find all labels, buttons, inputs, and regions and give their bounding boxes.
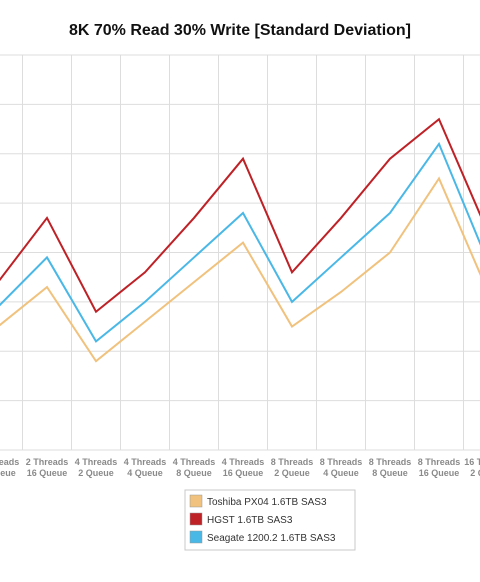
x-tick-label: 8 Threads 16 Queue [418, 457, 461, 478]
legend-swatch [189, 530, 203, 544]
legend-entry: Seagate 1200.2 1.6TB SAS3 [207, 533, 336, 544]
chart-title: 8K 70% Read 30% Write [Standard Deviatio… [69, 22, 411, 39]
legend-swatch [189, 512, 203, 526]
series-line [0, 176, 480, 363]
x-tick-label: 8 Threads 8 Queue [369, 457, 412, 478]
x-tick-label: 4 Threads 16 Queue [222, 457, 265, 478]
grid-lines [0, 54, 480, 451]
x-tick-label: 8 Threads 4 Queue [320, 457, 363, 478]
series-lines [0, 117, 480, 363]
x-tick-label: 2 Threads 16 Queue [26, 457, 69, 478]
legend-swatch [189, 494, 203, 508]
x-tick-label: 4 Threads 8 Queue [173, 457, 216, 478]
legend-entry: Toshiba PX04 1.6TB SAS3 [207, 497, 327, 508]
x-tick-label: 4 Threads 2 Queue [75, 457, 118, 478]
x-tick-label: 4 Threads 4 Queue [124, 457, 167, 478]
series-line [0, 117, 480, 314]
legend-box [184, 489, 356, 551]
legend: Toshiba PX04 1.6TB SAS3 HGST 1.6TB SAS3 Se… [184, 489, 356, 551]
legend-entry: HGST 1.6TB SAS3 [207, 515, 293, 526]
x-tick-label: 8 Threads 2 Queue [271, 457, 314, 478]
series-line [0, 141, 480, 343]
